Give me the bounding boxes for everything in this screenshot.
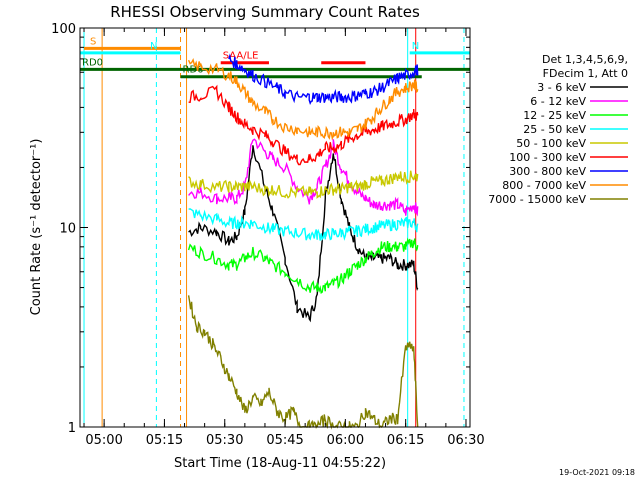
y-tick-label-1: 10 bbox=[59, 222, 76, 237]
flag-label-3: SAA/LE bbox=[223, 51, 259, 62]
flag-label-1: N bbox=[150, 41, 157, 52]
flag-label-6: RD6 bbox=[183, 65, 204, 76]
x-tick-label-2: 05:30 bbox=[206, 433, 243, 448]
plot-group: S N N SAA/LE RD0 RD6 1 10 100 05:00 05:15 05:30 05:4… bbox=[51, 22, 485, 448]
y-tick-label-0: 1 bbox=[68, 421, 76, 436]
x-tick-label-5: 06:15 bbox=[387, 433, 424, 448]
y-axis-label: Count Rate (s⁻¹ detector⁻¹) bbox=[29, 139, 44, 316]
legend-label-6: 300 - 800 keV bbox=[509, 165, 586, 178]
x-axis-label: Start Time (18-Aug-11 04:55:22) bbox=[174, 456, 386, 471]
legend-label-7: 800 - 7000 keV bbox=[502, 179, 586, 192]
flag-label-0: S bbox=[90, 36, 96, 47]
x-tick-label-4: 06:00 bbox=[327, 433, 364, 448]
timestamp: 19-Oct-2021 09:18 bbox=[559, 468, 635, 477]
x-tick-label-3: 05:45 bbox=[266, 433, 303, 448]
series-line-5 bbox=[188, 84, 419, 166]
legend-label-5: 100 - 300 keV bbox=[509, 151, 586, 164]
x-tick-label-1: 05:15 bbox=[146, 433, 183, 448]
legend-label-8: 7000 - 15000 keV bbox=[488, 193, 586, 206]
series-line-6 bbox=[228, 53, 419, 106]
series-line-2 bbox=[187, 237, 419, 294]
x-tick-label-0: 05:00 bbox=[85, 433, 122, 448]
legend-label-1: 6 - 12 keV bbox=[530, 95, 586, 108]
series-line-0 bbox=[188, 145, 419, 323]
flag-label-2: N bbox=[412, 41, 419, 52]
legend-label-2: 12 - 25 keV bbox=[523, 109, 586, 122]
legend-header-line-1: Det 1,3,4,5,6,9, bbox=[542, 53, 628, 66]
series-line-3 bbox=[188, 208, 419, 241]
series-line-4 bbox=[188, 170, 419, 199]
series-line-1 bbox=[188, 138, 419, 217]
x-tick-label-6: 06:30 bbox=[447, 433, 484, 448]
legend-label-3: 25 - 50 keV bbox=[523, 123, 586, 136]
y-tick-label-2: 100 bbox=[51, 22, 76, 37]
series-line-7 bbox=[187, 58, 419, 141]
flag-label-5: RD0 bbox=[82, 57, 103, 68]
legend-header-line-2: FDecim 1, Att 0 bbox=[543, 67, 628, 80]
chart-title: RHESSI Observing Summary Count Rates bbox=[110, 3, 420, 21]
legend-label-4: 50 - 100 keV bbox=[516, 137, 586, 150]
legend-label-0: 3 - 6 keV bbox=[537, 81, 586, 94]
